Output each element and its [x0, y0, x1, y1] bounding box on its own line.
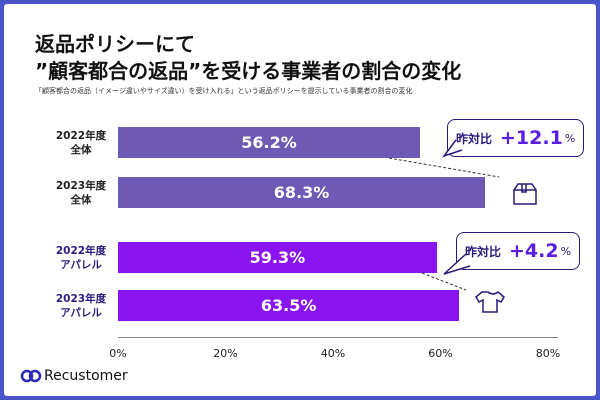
- x-tick-label: 60%: [428, 347, 453, 360]
- yoy-bubble-apparel: 昨対比 +4.2 %: [456, 232, 581, 270]
- x-tick-label: 80%: [535, 347, 561, 360]
- x-tick-label: 0%: [109, 347, 127, 360]
- category-label: 2023年度 アパレル: [36, 292, 126, 320]
- category-label-line: 2022年度: [55, 245, 107, 257]
- subtitle: 「顧客都合の返品（イメージ違いやサイズ違い）を受け入れる」という返品ポリシーを提…: [35, 87, 413, 95]
- category-label-line: アパレル: [60, 307, 102, 319]
- trend-dashed-line: [421, 272, 467, 291]
- yoy-value: +12.1: [500, 127, 563, 149]
- yoy-label: 昨対比: [456, 131, 493, 146]
- tshirt-icon: [475, 291, 505, 313]
- category-label-line: 2022年度: [55, 130, 107, 142]
- x-tick-label: 20%: [213, 347, 238, 360]
- category-label: 2022年度 全体: [36, 129, 126, 157]
- category-label-line: 2023年度: [55, 293, 107, 305]
- category-label-line: 2023年度: [55, 180, 107, 192]
- category-label: 2022年度 アパレル: [36, 244, 126, 272]
- category-label: 2023年度 全体: [36, 179, 126, 207]
- bar: 56.2%: [118, 127, 421, 158]
- bubble-tail: [443, 253, 471, 275]
- category-label-line: 全体: [70, 144, 92, 156]
- annotation-overlay: [388, 139, 537, 313]
- bar-data-label: 63.5%: [260, 296, 317, 315]
- bar-data-label: 56.2%: [241, 133, 297, 152]
- x-tick-label: 40%: [320, 347, 346, 360]
- title-line-2: ”顧客都合の返品”を受ける事業者の割合の変化: [35, 59, 462, 83]
- yoy-unit: %: [564, 131, 576, 145]
- yoy-bubble-overall: 昨対比 +12.1 %: [447, 119, 585, 157]
- bar-data-label: 59.3%: [249, 248, 306, 267]
- yoy-value: +4.2: [509, 240, 559, 262]
- infographic: 返品ポリシーにて ”顧客都合の返品”を受ける事業者の割合の変化 「顧客都合の返品…: [4, 4, 596, 396]
- x-axis-line: [118, 337, 558, 338]
- category-label-line: 全体: [70, 194, 92, 206]
- recustomer-logo: Recustomer: [20, 368, 128, 384]
- box-icon: [513, 183, 537, 205]
- bar: 68.3%: [118, 177, 486, 208]
- title-line-1: 返品ポリシーにて: [35, 32, 195, 56]
- logo-text: Recustomer: [44, 368, 128, 384]
- bubble-tail: [441, 139, 463, 158]
- yoy-unit: %: [560, 244, 572, 258]
- bar: 59.3%: [118, 242, 437, 273]
- logo-icon: [20, 369, 42, 383]
- bar-data-label: 68.3%: [273, 183, 330, 202]
- trend-dashed-line: [388, 157, 500, 178]
- bar: 63.5%: [118, 290, 460, 321]
- yoy-label: 昨対比: [465, 244, 502, 259]
- category-label-line: アパレル: [60, 259, 102, 271]
